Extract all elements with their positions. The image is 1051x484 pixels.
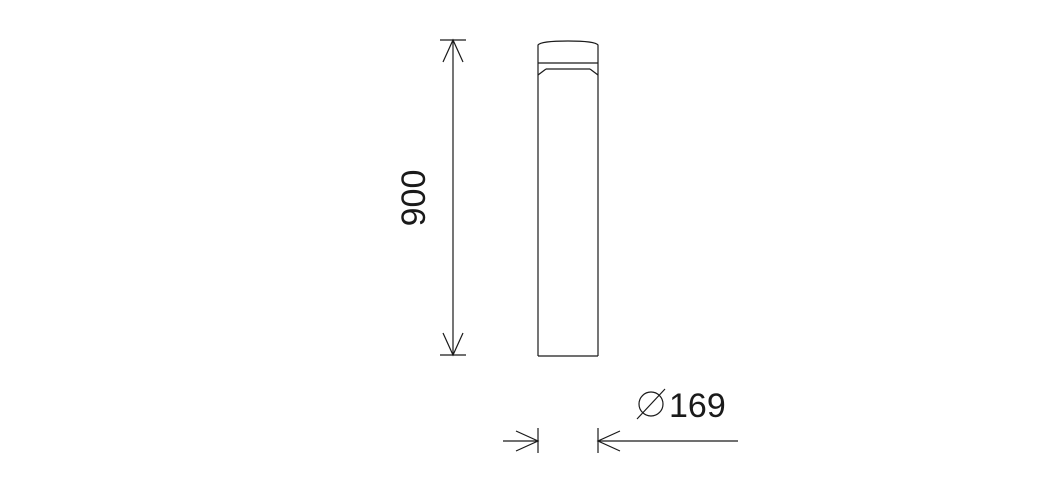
diameter-symbol-icon <box>638 391 664 417</box>
height-label: 900 <box>395 170 433 227</box>
bollard-luminaire <box>537 40 599 357</box>
diameter-value: 169 <box>669 387 726 425</box>
diameter-right-arrow <box>596 430 621 452</box>
diameter-left-arrow <box>515 430 540 452</box>
height-top-arrow <box>442 38 464 63</box>
optic-right-chamfer <box>589 68 599 76</box>
diameter-label: 169 <box>636 387 726 425</box>
height-dimension: 900 <box>395 38 466 357</box>
diameter-dimension: 169 <box>503 387 738 453</box>
bollard-head <box>537 40 599 63</box>
height-bottom-arrow <box>442 332 464 357</box>
diameter-symbol-slash <box>636 388 666 420</box>
optic-left-chamfer <box>537 68 547 76</box>
